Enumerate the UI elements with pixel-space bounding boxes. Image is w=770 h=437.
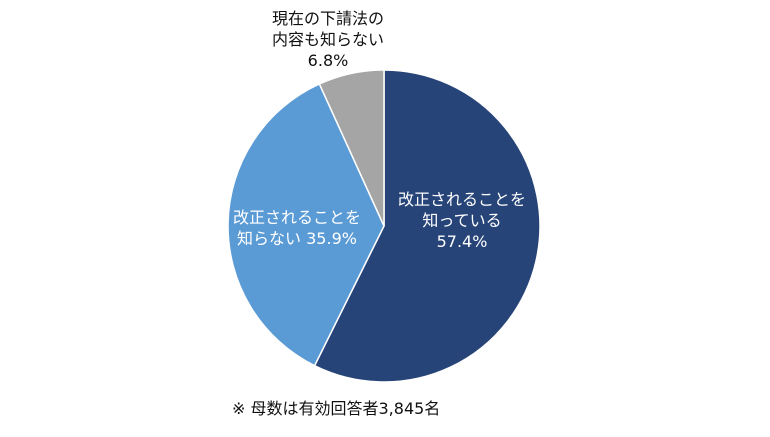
pie-slice-3 — [318, 69, 385, 227]
slice-label-1-line-3: 57.4% — [437, 232, 488, 251]
slice-label-1-line-2: 知っている — [422, 211, 501, 230]
pie-slice-1 — [313, 69, 541, 383]
pie-slice-2 — [227, 83, 385, 367]
slice-label-3: 現在の下請法の内容も知らない 6.8% — [272, 9, 384, 70]
slice-label-2-line-2: 知らない 35.9% — [237, 229, 357, 248]
slice-label-3-line-3: 6.8% — [308, 51, 349, 70]
slice-label-3-line-1: 現在の下請法の — [272, 9, 384, 28]
footnote: ※ 母数は有効回答者3,845名 — [232, 399, 441, 418]
slice-label-3-line-2: 内容も知らない — [272, 30, 384, 49]
slice-label-1: 改正されることを知っている 57.4% — [398, 190, 526, 251]
slice-label-2-line-1: 改正されることを — [233, 208, 361, 227]
slice-label-2: 改正されることを知らない 35.9% — [233, 208, 361, 248]
slice-label-1-line-1: 改正されることを — [398, 190, 526, 209]
